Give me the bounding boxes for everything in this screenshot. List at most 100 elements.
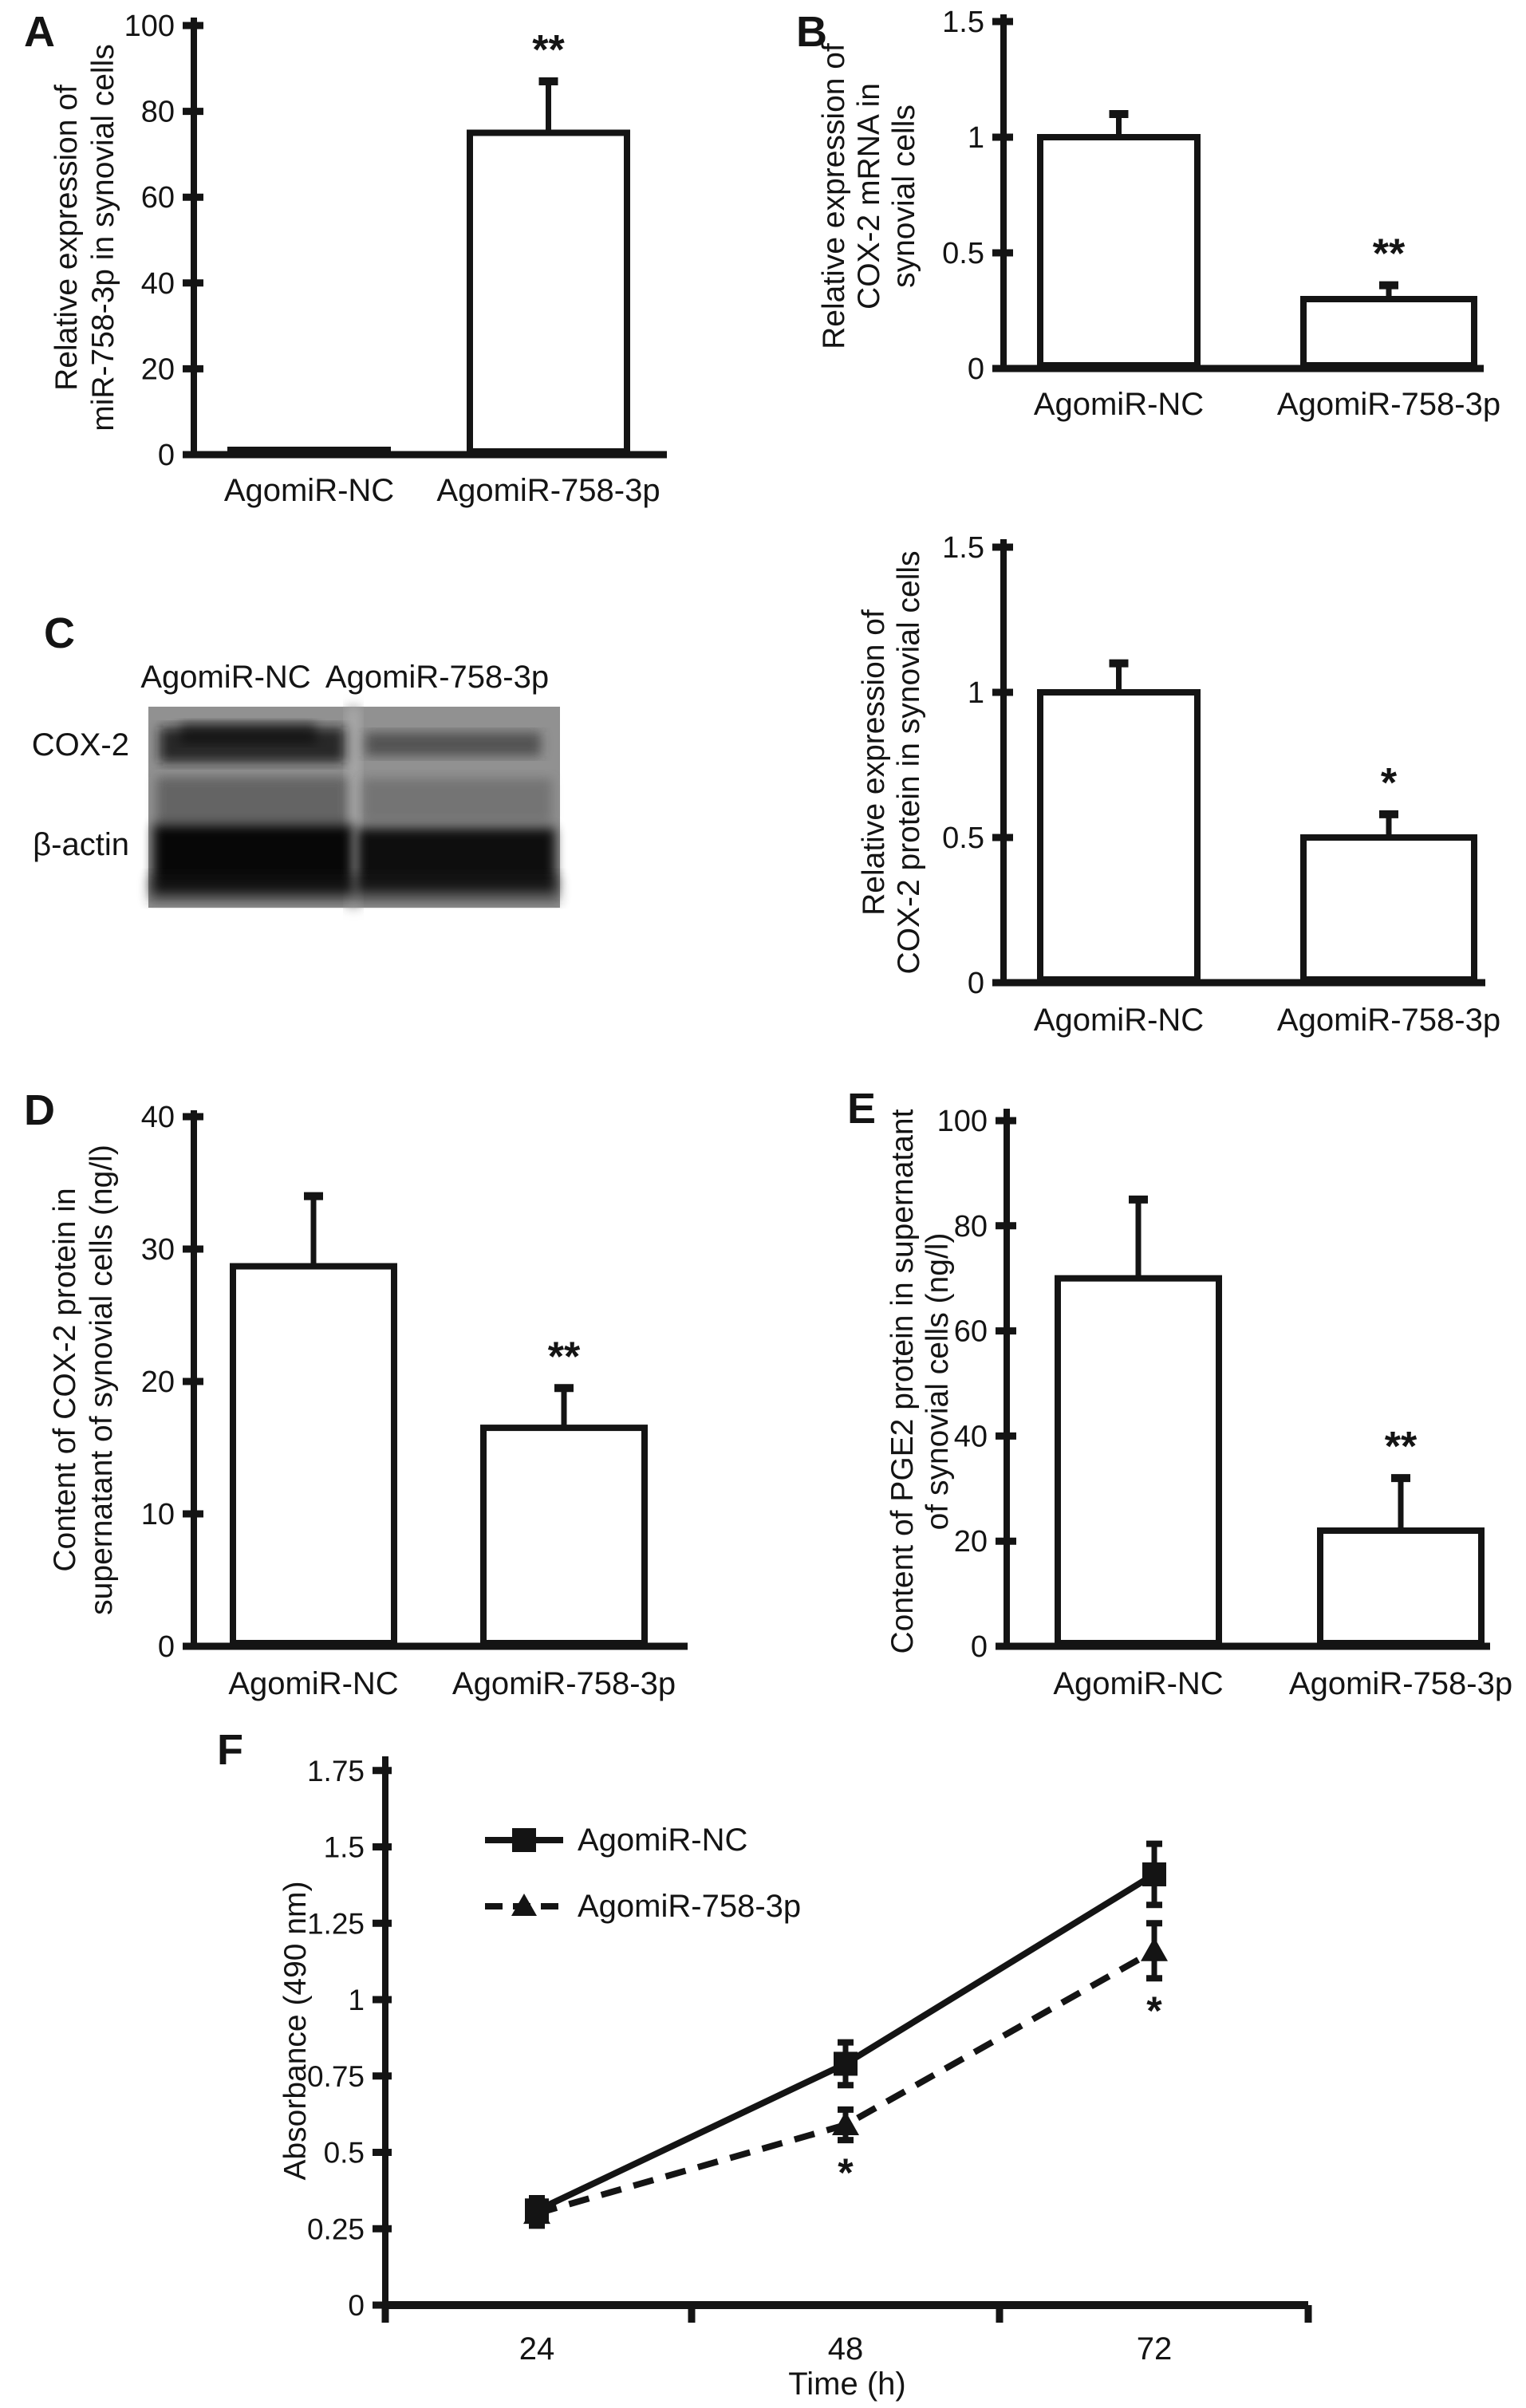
y-tick-label: 1 <box>968 121 984 155</box>
marker-square <box>1142 1862 1166 1886</box>
significance-marker: * <box>1381 760 1398 806</box>
y-tick-label: 40 <box>141 267 175 301</box>
y-axis-title: Content of COX-2 protein in <box>48 1188 82 1571</box>
panel-letter: B <box>796 8 827 56</box>
panel-f-line-chart: F 0 0.25 0.5 0.75 1 1.25 1.5 1.75 Absorbance (490… <box>217 1726 1312 2402</box>
y-tick-label: 0 <box>348 2289 365 2322</box>
y-tick-label: 0.5 <box>942 822 984 855</box>
significance-marker: ** <box>1373 231 1406 278</box>
panel-letter: F <box>217 1726 243 1774</box>
y-tick-label: 0 <box>971 1630 988 1664</box>
smear-lane1 <box>156 777 348 826</box>
bar-agomir-758-3p <box>467 129 630 455</box>
y-tick-label: 1 <box>968 676 984 710</box>
y-axis-title: supernatant of synovial cells (ng/l) <box>85 1145 119 1615</box>
bar-agomir-758-3p <box>1317 1527 1485 1647</box>
category-label: AgomiR-758-3p <box>1289 1666 1512 1701</box>
y-tick-label: 20 <box>141 1366 175 1399</box>
y-tick-label: 20 <box>141 353 175 386</box>
significance-marker: ** <box>548 1334 581 1380</box>
bar-agomir-nc <box>1037 134 1201 368</box>
y-tick-label: 60 <box>141 181 175 215</box>
category-label: AgomiR-758-3p <box>436 473 660 508</box>
y-tick-label: 0.5 <box>942 237 984 270</box>
bar-agomir-758-3p <box>1300 296 1477 368</box>
y-axis-title: of synovial cells (ng/l) <box>921 1233 955 1531</box>
y-tick-label: 100 <box>124 10 175 43</box>
category-label: AgomiR-NC <box>228 1666 398 1701</box>
y-tick-label: 1.5 <box>324 1831 365 1864</box>
y-tick-label: 0 <box>158 1630 175 1664</box>
marker-triangle <box>1141 1937 1168 1961</box>
y-tick-label: 1.5 <box>942 531 984 565</box>
y-axis-title: Relative expression of <box>817 43 851 349</box>
significance-marker: ** <box>1385 1424 1418 1470</box>
legend-label: AgomiR-NC <box>578 1823 747 1858</box>
panel-d-bar-chart: D 0 10 20 30 40 Content of COX-2 protein in sup… <box>24 1086 688 1701</box>
panel-letter: A <box>24 8 55 56</box>
smear-lane2 <box>362 778 552 823</box>
legend: AgomiR-NC AgomiR-758-3p <box>485 1823 801 1924</box>
category-label: AgomiR-758-3p <box>1277 1003 1500 1038</box>
panel-letter: D <box>24 1086 55 1134</box>
blot-row-label: β-actin <box>33 827 129 862</box>
y-tick-label: 0 <box>968 967 984 1000</box>
bar-agomir-758-3p <box>480 1425 648 1646</box>
y-tick-label: 0 <box>158 439 175 472</box>
y-tick-label: 40 <box>954 1420 988 1453</box>
category-label: AgomiR-NC <box>1053 1666 1223 1701</box>
y-tick-label: 0.5 <box>324 2137 365 2170</box>
y-tick-label: 60 <box>954 1315 988 1349</box>
cox2-band-lane1-core <box>180 723 316 743</box>
y-axis-title: COX-2 mRNA in <box>852 83 886 309</box>
bar-agomir-758-3p <box>1300 834 1477 983</box>
y-tick-label: 1.5 <box>942 6 984 39</box>
film-bottom-shadow <box>148 874 560 903</box>
marker-triangle <box>832 2111 859 2136</box>
y-axis-title: miR-758-3p in synovial cells <box>86 44 120 432</box>
bar-agomir-nc <box>1055 1275 1222 1646</box>
y-axis-title: Content of PGE2 protein in supernatant <box>885 1109 920 1653</box>
panel-a-bar-chart: A 0 20 40 60 80 100 Relative expression of miR-7… <box>24 8 667 508</box>
x-tick-label: 72 <box>1137 2331 1173 2367</box>
y-tick-label: 40 <box>141 1101 175 1134</box>
panel-c-western-blot: C AgomiR-NC AgomiR-758-3p COX-2 β-actin <box>32 609 560 908</box>
y-tick-label: 0 <box>968 353 984 386</box>
y-tick-label: 0.75 <box>307 2060 365 2093</box>
cox2-band-lane2 <box>365 732 541 756</box>
bar-agomir-nc <box>230 1263 397 1646</box>
significance-marker: ** <box>532 27 565 73</box>
y-axis-title: Relative expression of <box>49 85 84 391</box>
y-tick-label: 1.75 <box>307 1755 365 1787</box>
y-tick-label: 80 <box>954 1210 988 1243</box>
y-tick-label: 30 <box>141 1233 175 1267</box>
category-label: AgomiR-758-3p <box>452 1666 676 1701</box>
y-tick-label: 1.25 <box>307 1907 365 1940</box>
panel-b-bar-chart: B 0 0.5 1 1.5 Relative expression of COX-2 mRN… <box>796 6 1500 422</box>
y-tick-label: 10 <box>141 1498 175 1531</box>
x-axis-title: Time (h) <box>788 2367 905 2402</box>
legend-marker-square <box>512 1828 536 1852</box>
y-axis-title: COX-2 protein in synovial cells <box>892 550 926 974</box>
marker-square <box>834 2051 858 2076</box>
significance-marker: * <box>838 2150 854 2195</box>
y-tick-label: 0.25 <box>307 2213 365 2245</box>
blot-column-label: AgomiR-758-3p <box>325 660 549 695</box>
y-tick-label: 100 <box>937 1105 988 1138</box>
x-tick-label: 48 <box>828 2331 864 2367</box>
y-axis-title: Relative expression of <box>857 609 891 916</box>
category-label: AgomiR-NC <box>1034 387 1204 422</box>
y-axis-title: Absorbance (490 nm) <box>278 1881 313 2180</box>
y-tick-label: 20 <box>954 1525 988 1559</box>
bar-agomir-nc <box>1037 689 1201 983</box>
bar-agomir-nc <box>227 447 391 455</box>
y-axis-title: synovial cells <box>887 104 921 288</box>
y-tick-label: 80 <box>141 96 175 129</box>
y-tick-label: 1 <box>348 1984 365 2016</box>
category-label: AgomiR-NC <box>1034 1003 1204 1038</box>
significance-marker: * <box>1146 1988 1162 2033</box>
category-label: AgomiR-NC <box>224 473 394 508</box>
panel-c-bar-chart: 0 0.5 1 1.5 Relative expression of COX-2 prot… <box>857 531 1500 1038</box>
